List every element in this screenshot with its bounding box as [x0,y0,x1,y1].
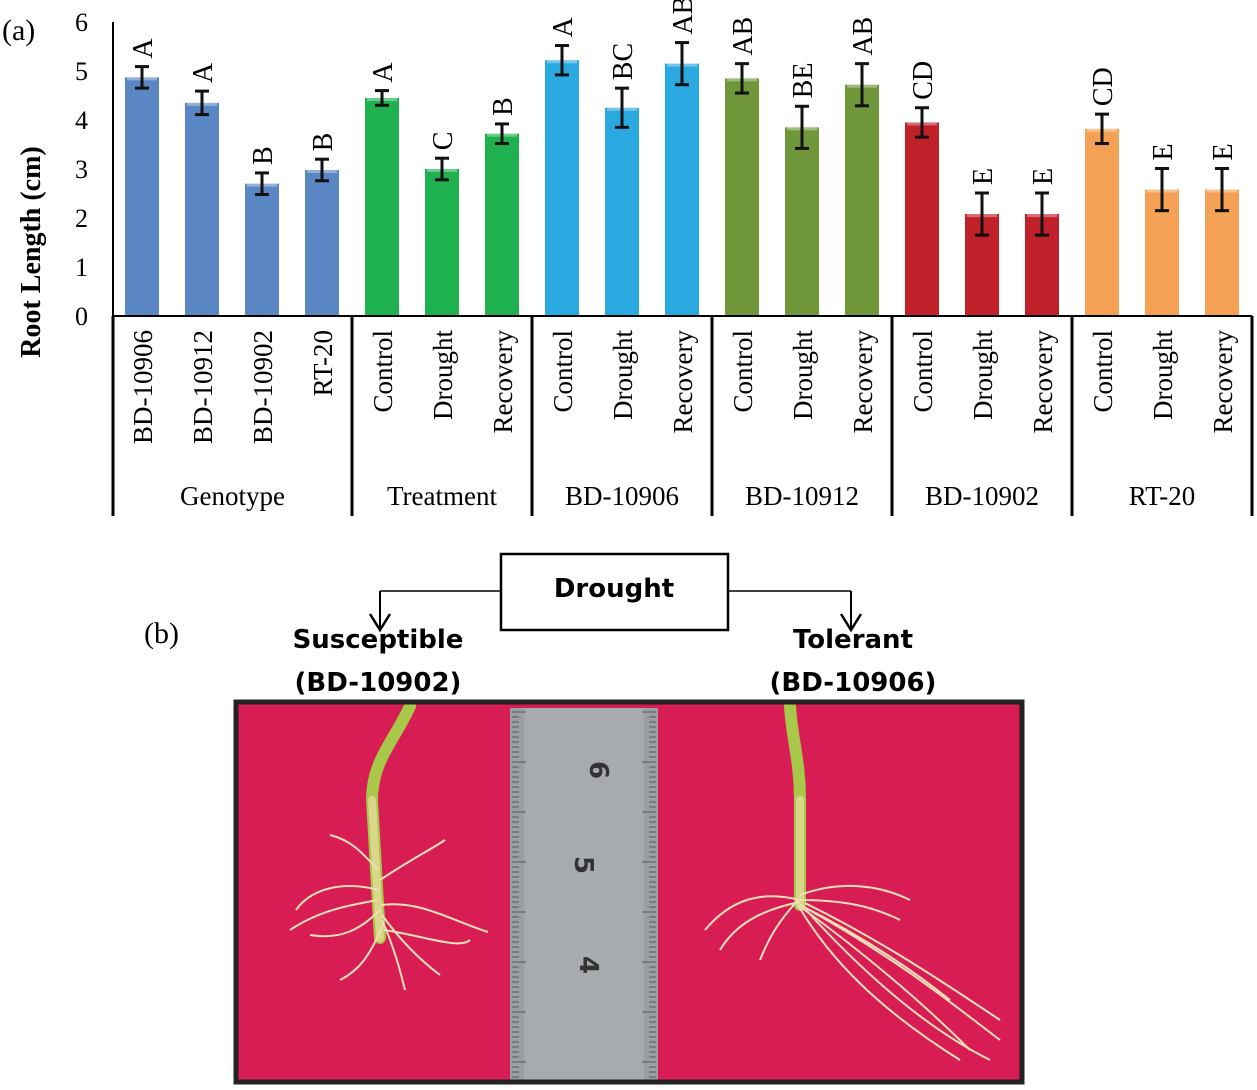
y-axis-title: Root Length (cm) [16,146,47,358]
bar-bd-10906-drought [605,107,639,316]
bar-bd-10906-recovery [665,63,699,317]
drought-box [499,552,730,632]
y-tick-label-4: 4 [75,106,88,135]
significance-letter: B [248,146,279,165]
y-tick-label-1: 1 [75,253,88,282]
bar-bd-10912-control [725,78,759,316]
tolerant-seedling-icon [704,700,1001,1061]
significance-letter: A [128,38,159,59]
bar-bd-10906-control [545,60,579,316]
susceptible-seedling-icon [289,700,489,991]
y-tick-label-3: 3 [75,155,88,184]
panel-a-label: (a) [2,14,35,47]
x-tick-label: BD-10902 [248,330,278,444]
group-label: RT-20 [1129,481,1195,511]
x-tick-label: Control [1088,330,1118,413]
x-tick-label: Control [548,330,578,413]
x-tick-label: Recovery [668,330,698,434]
tolerant-label: Tolerant [793,625,913,655]
x-tick-label: Drought [788,330,818,420]
arrow-down-left-icon [368,613,392,633]
bar-bd-10912-recovery [845,84,879,316]
ruler-number-5: 5 [568,856,598,874]
x-tick-label: Drought [608,330,638,420]
significance-letter: CD [1088,67,1119,106]
group-label: BD-10906 [565,481,679,511]
significance-letter: CD [908,61,939,100]
y-tick-label-0: 0 [75,302,88,331]
bars [125,60,1239,317]
group-label: Genotype [180,481,285,511]
drought-diagram: Drought Susceptible (BD-10902) Tolerant … [293,552,937,698]
group-labels: Genotype Treatment BD-10906 BD-10912 BD-1090… [180,481,1195,511]
bar-genotype-rt-20 [305,169,339,316]
arrow-down-right-icon [839,613,863,633]
bar-bd-10912-drought [785,127,819,316]
significance-letter: E [968,168,999,185]
bar-treatment-drought [425,169,459,316]
x-tick-label: Drought [1148,330,1178,420]
error-bars [135,41,1229,237]
photo-frame [233,699,1025,1085]
x-tick-label: Drought [428,330,458,420]
tolerant-genotype: (BD-10906) [770,668,937,698]
significance-letter: BC [608,43,639,80]
group-label: BD-10912 [745,481,859,511]
y-tick-label-6: 6 [75,8,88,37]
x-tick-label: Drought [968,330,998,420]
susceptible-label: Susceptible [293,625,464,655]
bar-genotype-bd-10902 [245,183,279,316]
significance-letter: E [1148,143,1179,160]
x-axis-tick-labels: BD-10906 BD-10912 BD-10902 RT-20 Control Drou… [128,330,1238,444]
susceptible-genotype: (BD-10902) [295,668,462,698]
x-tick-label: Control [728,330,758,413]
root-photograph: 6 5 4 [233,699,1025,1085]
bar-rt-20-control [1085,128,1119,316]
group-label: Treatment [387,481,497,511]
x-tick-label: Recovery [848,330,878,434]
bar-genotype-bd-10906 [125,77,159,317]
panel-b-label: (b) [144,617,179,650]
significance-letter: B [488,97,519,116]
x-tick-label: Control [368,330,398,413]
significance-letter: A [548,17,579,38]
ruler-icon: 6 5 4 [510,708,658,1082]
ruler-number-4: 4 [573,956,603,974]
axis-lines [111,22,1254,516]
y-axis-ticks: 0 1 2 3 4 5 6 [75,8,88,331]
bar-treatment-recovery [485,133,519,316]
x-tick-label: Recovery [488,330,518,434]
bar-genotype-bd-10912 [185,102,219,316]
significance-letter: AB [728,17,759,56]
x-tick-label: BD-10906 [128,330,158,444]
y-tick-label-2: 2 [75,204,88,233]
ruler-number-6: 6 [583,761,613,779]
x-tick-label: BD-10912 [188,330,218,444]
x-tick-label: Control [908,330,938,413]
significance-letter: AB [848,17,879,56]
bar-bd-10902-control [905,122,939,316]
significance-letter: B [308,133,339,152]
x-tick-label: Recovery [1028,330,1058,434]
significance-letter: E [1208,143,1239,160]
bar-treatment-control [365,97,399,316]
group-label: BD-10902 [925,481,1039,511]
x-tick-label: Recovery [1208,330,1238,434]
significance-letter: BE [788,62,819,98]
significance-letter: E [1028,168,1059,185]
x-tick-label: RT-20 [308,330,338,396]
significance-letter: A [368,62,399,83]
y-tick-label-5: 5 [75,57,88,86]
significance-letter: A [188,62,219,83]
significance-letter: AB [668,0,699,35]
drought-box-label: Drought [554,574,674,604]
significance-letter: C [428,132,459,151]
